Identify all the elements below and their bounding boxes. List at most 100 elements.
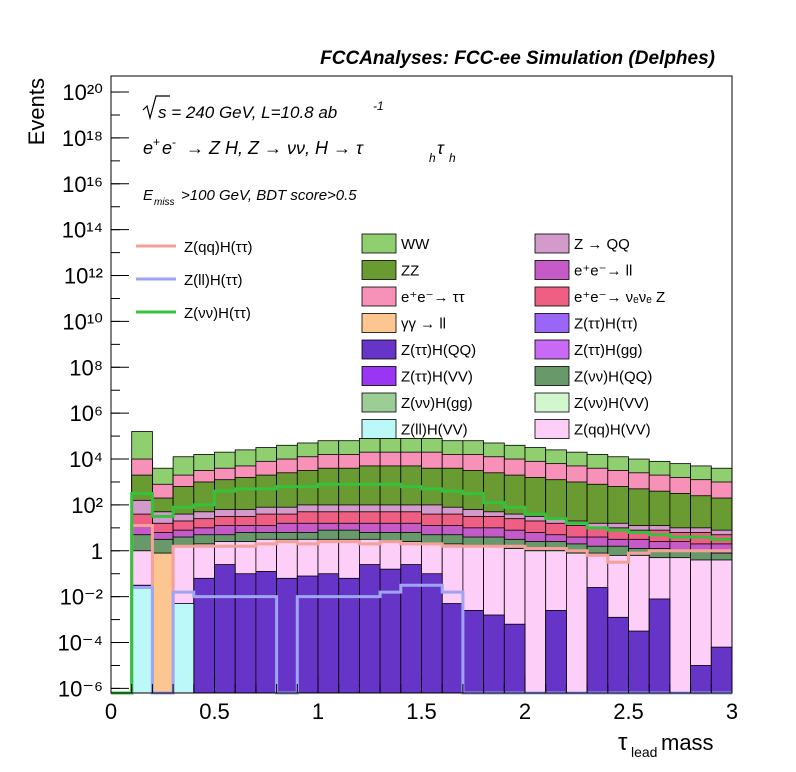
stack-bar-8-6 [234,573,257,694]
stack-bar-8-7 [255,571,277,694]
stack-bar-8-28 [690,665,712,694]
y-tick-label-11: 10¹⁶ [62,172,103,197]
svg-text:h: h [429,151,436,165]
stack-bar-7-27 [669,557,692,694]
legend-label-12: Z(νν)H(gg) [401,395,473,412]
y-tick-label-8: 10¹⁰ [62,309,103,334]
stack-bar-9-1 [131,587,153,694]
svg-text:lead: lead [631,744,657,760]
legend-label-5: e⁺e⁻→ νₑνₑ Z [574,289,665,306]
svg-text:>100 GeV, BDT score>0.5: >100 GeV, BDT score>0.5 [181,187,357,204]
y-tick-label-5: 10⁴ [69,447,103,472]
stack-bar-8-9 [296,575,319,694]
y-tick-label-1: 10⁻⁴ [57,631,103,656]
axes: 0 0.5 1 1.5 2 2.5 3 10⁻⁶ 10⁻⁴ 10⁻² 1 10² 10⁴ 10⁶ 10⁸ 10… [57,80,738,724]
stack-bar-8-16 [441,603,464,694]
stack-bar-8-12 [358,564,381,694]
legend-label-overlay-2: Z(νν)H(ττ) [184,305,251,322]
stack-bar-8-26 [648,598,671,694]
legend-swatch-15 [534,419,570,439]
svg-text:miss: miss [154,197,175,208]
legend-label-11: Z(νν)H(QQ) [574,369,652,386]
stack-bar-10-2 [151,552,174,694]
stacked-histogram [131,431,733,694]
svg-text:+: + [153,135,160,149]
legend-swatch-11 [534,366,570,386]
legend-swatch-13 [534,392,570,413]
svg-text:τ: τ [437,138,445,158]
legend-swatch-10 [361,366,397,386]
stack-bar-8-13 [379,568,402,694]
legend-label-6: γγ → ll [401,316,446,333]
svg-text:E: E [143,187,154,204]
x-tick-label-6: 3 [726,699,738,724]
svg-text:-: - [172,135,176,149]
stack-bar-8-10 [317,573,340,694]
x-tick-label-0: 0 [105,699,117,724]
legend-swatch-6 [361,313,397,333]
legend-swatch-14 [361,419,397,439]
y-tick-label-0: 10⁻⁶ [58,676,103,701]
stack-bar-8-19 [503,623,526,694]
y-tick-label-10: 10¹⁴ [62,218,103,243]
stack-bar-8-15 [421,573,443,694]
legend-label-15: Z(qq)H(VV) [574,422,651,439]
svg-text:mass: mass [661,730,714,755]
legend-label-0: WW [401,236,430,253]
legend-swatch-5 [534,286,570,307]
legend-swatch-7 [534,313,570,333]
stack-bar-8-17 [462,610,484,694]
legend-label-overlay-1: Z(ll)H(ττ) [184,272,243,289]
y-tick-label-2: 10⁻² [60,585,103,610]
legend-swatch-8 [361,339,397,360]
legend-swatch-0 [361,233,397,254]
stack-bar-9-3 [172,603,195,694]
legend-label-8: Z(ττ)H(QQ) [401,342,476,359]
svg-text:h: h [449,151,456,165]
legend-swatch-4 [361,286,397,307]
legend-swatch-1 [534,233,570,254]
stack-bar-8-5 [214,564,236,694]
legend-label-2: ZZ [401,263,419,280]
stack-bar-8-23 [586,587,609,694]
legend-label-1: Z → QQ [574,236,630,253]
y-tick-label-3: 1 [91,539,103,564]
overlay-line-2 [111,482,732,695]
legend-swatch-12 [361,392,397,413]
stack-bar-8-25 [628,630,650,694]
legend-label-14: Z(ll)H(VV) [401,422,468,439]
stack-bar-8-8 [276,577,298,694]
legend-label-4: e⁺e⁻→ ττ [401,289,465,306]
cuts-annotation: E miss >100 GeV, BDT score>0.5 [143,187,357,208]
y-tick-label-9: 10¹² [64,264,103,289]
legend-swatch-3 [534,260,570,280]
legend-label-10: Z(ττ)H(VV) [401,369,473,386]
y-tick-label-4: 10² [71,493,103,518]
process-annotation: e + e - → Z H, Z → νν, H → τ h τ h [143,135,456,165]
chart-title: FCCAnalyses: FCC-ee Simulation (Delphes) [320,48,715,69]
stack-bar-8-24 [607,616,629,694]
legend: Z(qq)H(ττ) Z(ll)H(ττ) Z(νν)H(ττ) WW Z → QQ ZZ… [136,233,665,439]
svg-text:-1: -1 [373,99,384,113]
stack-bar-8-18 [483,614,505,694]
svg-text:e: e [143,138,153,158]
x-axis-label: τ lead mass [618,729,714,760]
svg-text:s = 240 GeV, L=10.8 ab: s = 240 GeV, L=10.8 ab [158,103,337,122]
svg-text:→ Z H, Z → νν, H → τ: → Z H, Z → νν, H → τ [186,138,364,158]
y-tick-label-12: 10¹⁸ [62,126,103,151]
x-tick-label-1: 0.5 [199,699,230,724]
stack-bar-8-29 [710,646,733,694]
stack-bar-7-22 [566,552,588,694]
x-tick-label-4: 2 [519,699,531,724]
x-tick-label-2: 1 [312,699,324,724]
svg-text:e: e [162,138,172,158]
legend-swatch-2 [361,260,397,280]
y-axis-label: Events [24,78,49,145]
x-tick-label-3: 1.5 [406,699,437,724]
y-tick-label-7: 10⁸ [69,355,103,380]
stack-bar-7-20 [524,550,547,694]
overlay-line-0 [111,524,732,695]
y-tick-label-13: 10²⁰ [62,80,103,105]
legend-label-overlay-0: Z(qq)H(ττ) [184,239,253,256]
svg-text:τ: τ [618,729,628,756]
